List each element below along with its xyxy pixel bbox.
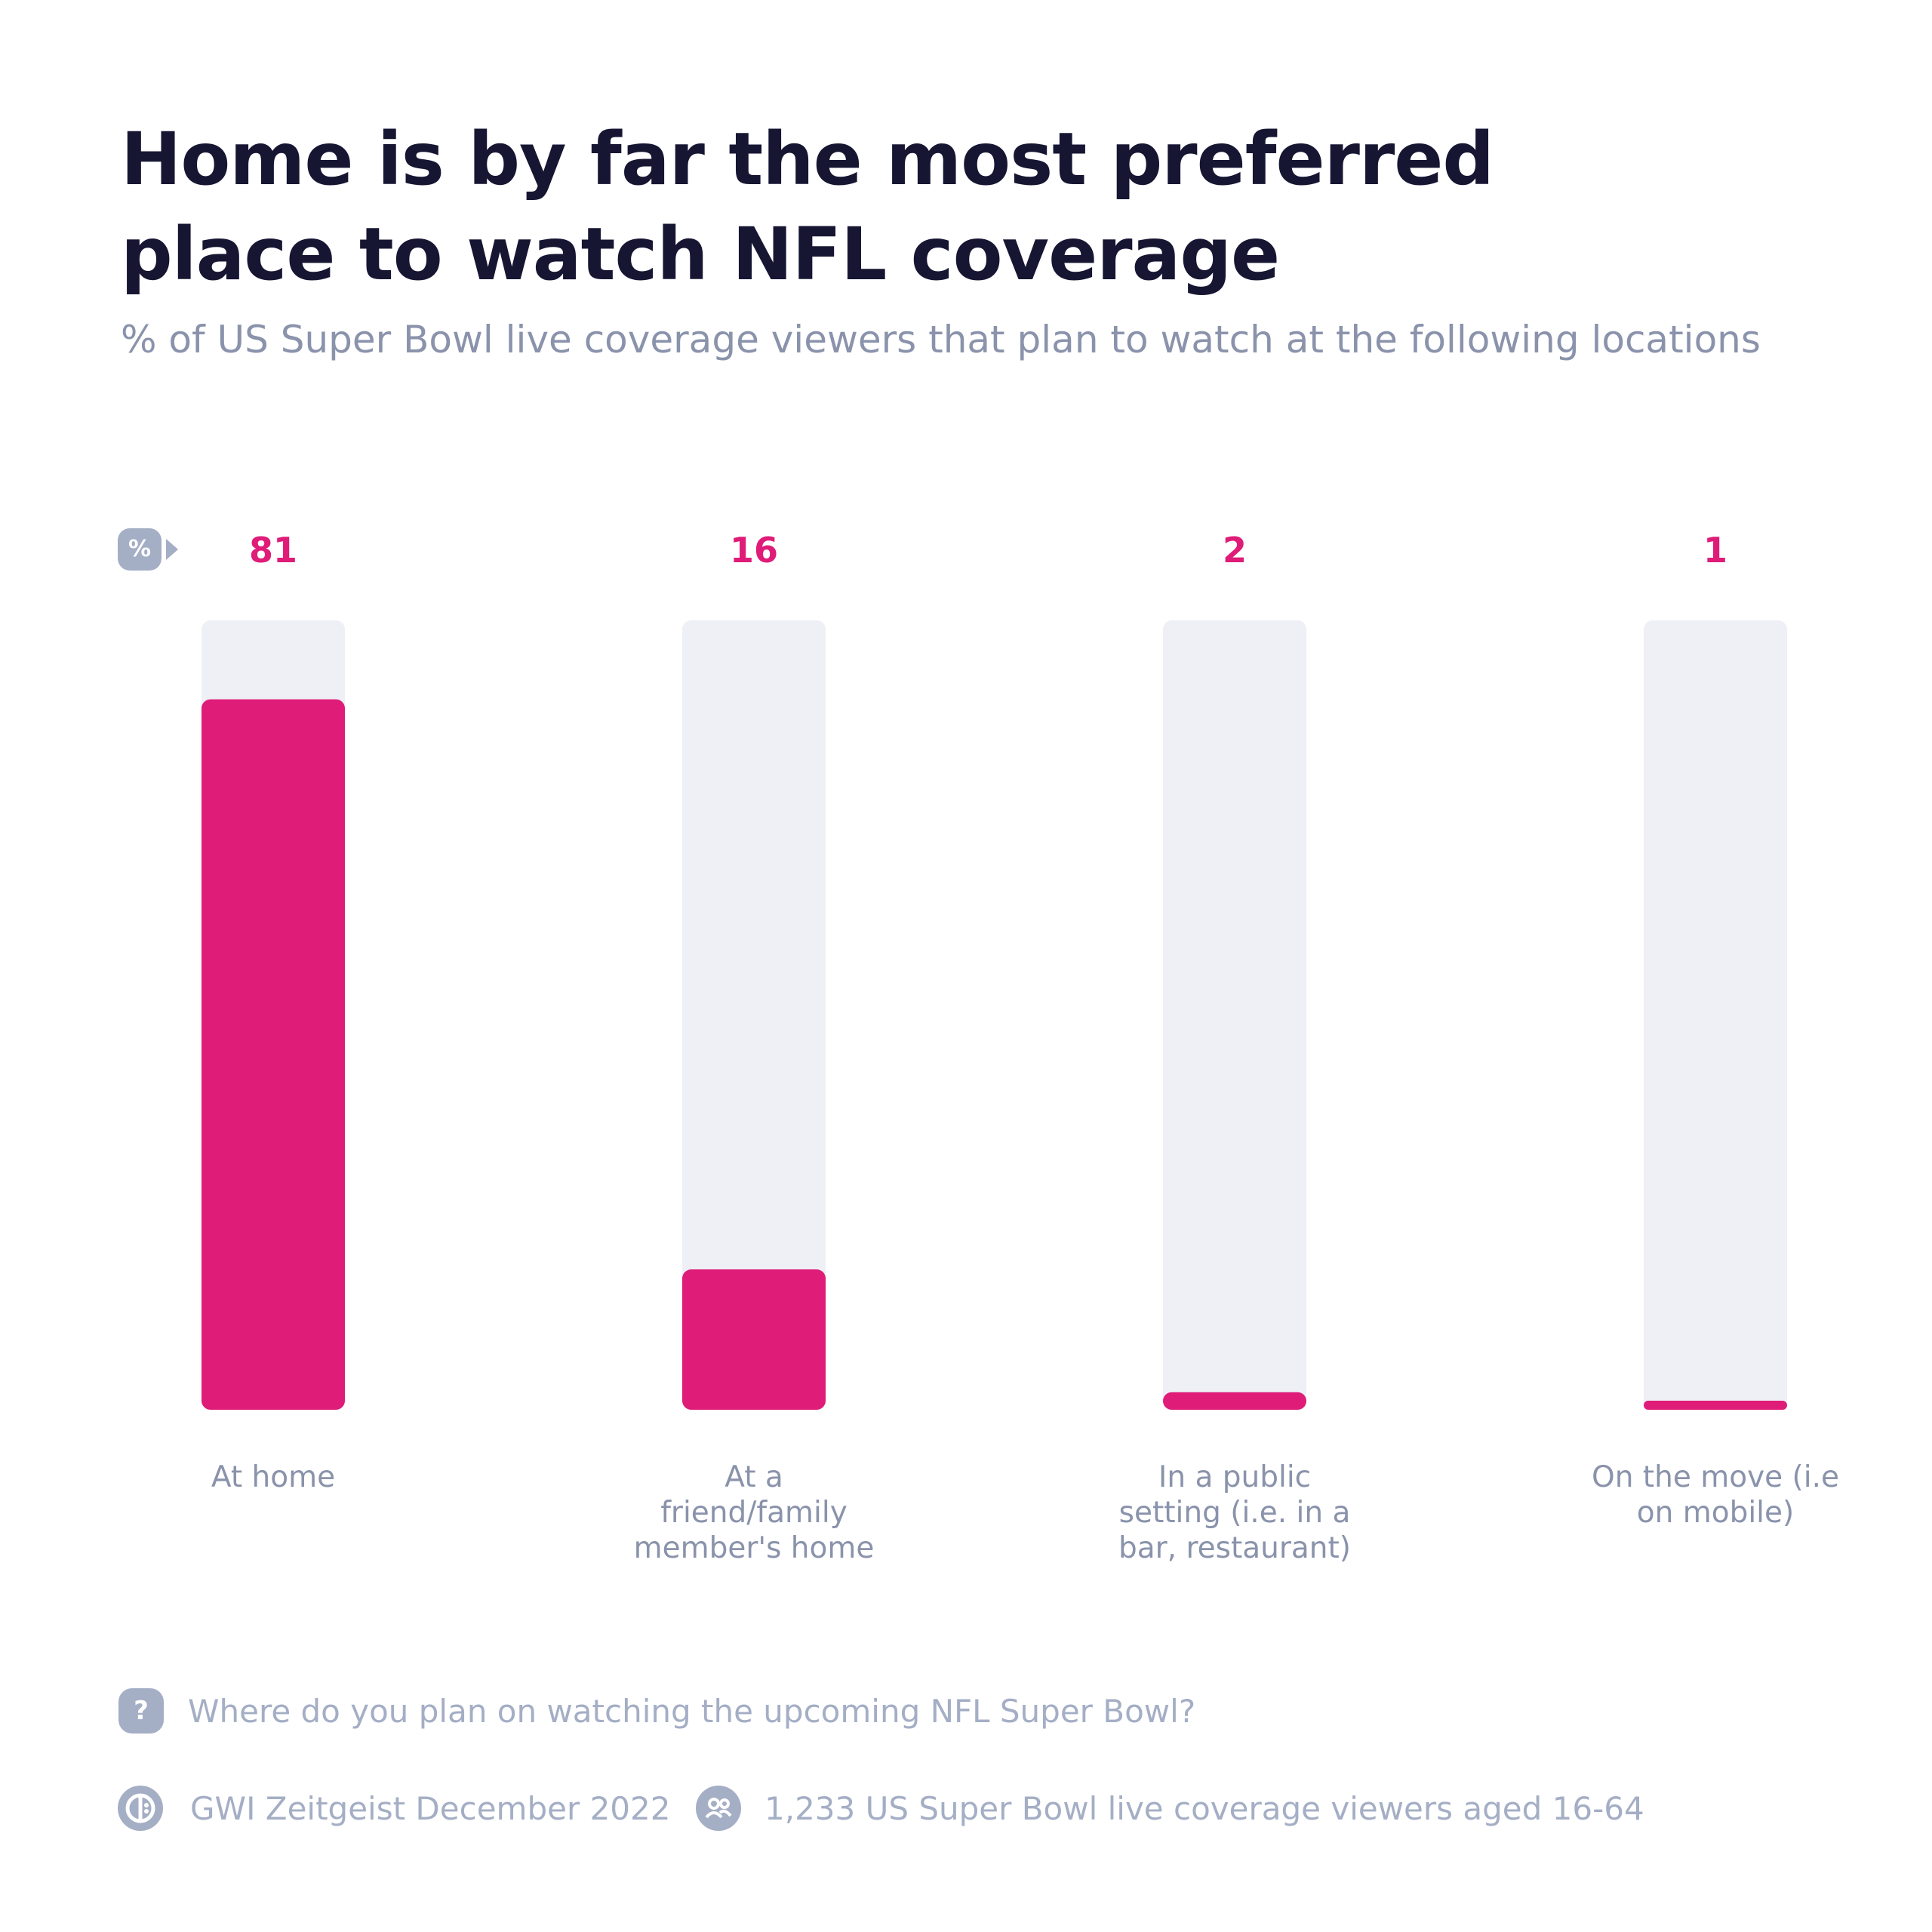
survey-question: Where do you plan on watching the upcomi…: [188, 1693, 1196, 1730]
category-label: At a: [724, 1460, 783, 1494]
category-label: member's home: [634, 1531, 875, 1565]
question-icon: ?: [118, 1688, 164, 1734]
value-label: 1: [1703, 530, 1727, 571]
category-label: bar, restaurant): [1118, 1531, 1351, 1565]
chart-subtitle: % of US Super Bowl live coverage viewers…: [121, 318, 1761, 361]
category-label: At home: [211, 1460, 335, 1494]
category-label: On the move (i.e: [1592, 1460, 1839, 1494]
people-icon: [696, 1786, 741, 1831]
chart-title: Home is by far the most preferred place …: [121, 117, 1494, 297]
percent-arrow-icon: [166, 539, 178, 560]
value-label: 2: [1223, 530, 1247, 571]
category-label: on mobile): [1637, 1496, 1794, 1530]
bar: [1644, 1401, 1787, 1410]
category-label: In a public: [1158, 1460, 1311, 1494]
bar: [1163, 1392, 1306, 1410]
gwi-logo-icon: [118, 1786, 163, 1831]
category-label: setting (i.e. in a: [1119, 1496, 1351, 1530]
bar-track: [682, 620, 826, 1410]
value-label: 81: [249, 530, 297, 571]
value-label: 16: [730, 530, 778, 571]
bar-track: [1644, 620, 1787, 1410]
bar: [682, 1269, 826, 1410]
data-source: GWI Zeitgeist December 2022: [190, 1790, 671, 1827]
bar-track: [1163, 620, 1306, 1410]
audience-base: 1,233 US Super Bowl live coverage viewer…: [764, 1790, 1644, 1827]
bar: [202, 699, 345, 1410]
percent-unit-badge: %: [118, 528, 162, 571]
category-label: friend/family: [660, 1496, 848, 1530]
